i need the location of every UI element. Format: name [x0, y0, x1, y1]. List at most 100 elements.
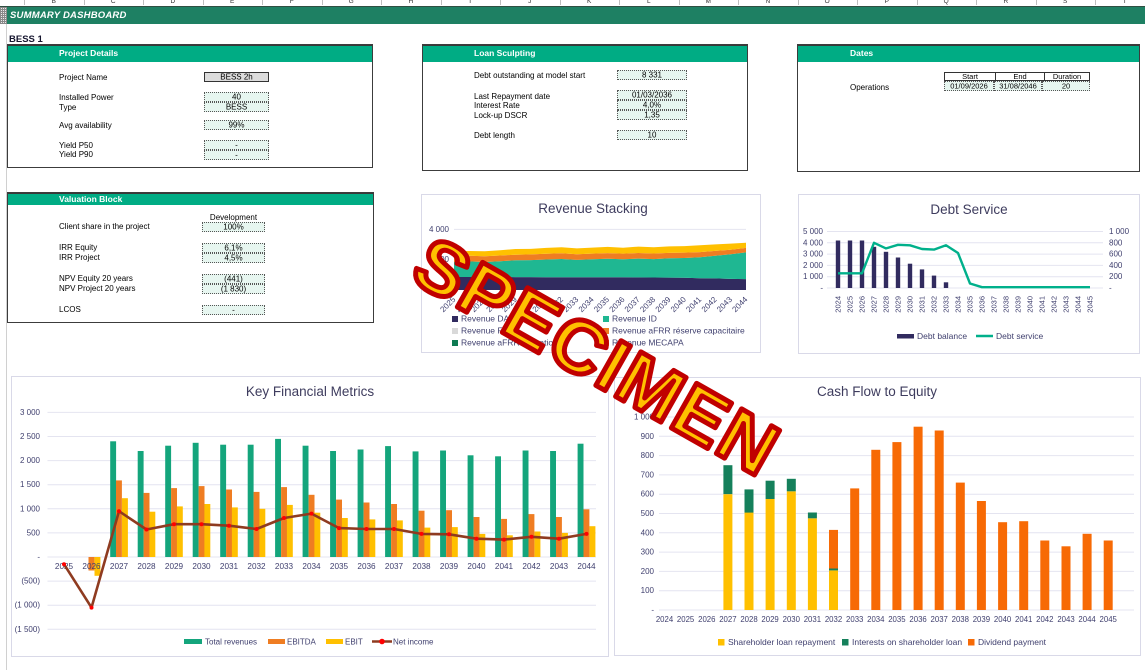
svg-text:Total revenues: Total revenues [205, 638, 257, 647]
svg-text:2037: 2037 [990, 296, 999, 313]
svg-text:2029: 2029 [761, 615, 778, 624]
svg-text:2026: 2026 [858, 296, 867, 313]
svg-text:2036: 2036 [357, 562, 376, 571]
svg-text:-: - [1109, 284, 1112, 293]
svg-text:500: 500 [641, 509, 655, 518]
svg-text:2033: 2033 [275, 562, 294, 571]
svg-text:4 000: 4 000 [803, 238, 824, 247]
svg-text:2033: 2033 [942, 296, 951, 313]
svg-text:200: 200 [1109, 272, 1123, 281]
svg-text:2039: 2039 [1014, 296, 1023, 313]
svg-text:2027: 2027 [719, 615, 736, 624]
svg-text:2040: 2040 [994, 615, 1012, 624]
svg-text:2026: 2026 [82, 562, 101, 571]
svg-text:200: 200 [641, 567, 655, 576]
svg-text:2038: 2038 [412, 562, 431, 571]
svg-text:2 500: 2 500 [20, 432, 41, 441]
svg-text:2032: 2032 [825, 615, 842, 624]
svg-text:2028: 2028 [740, 615, 757, 624]
svg-text:4 000: 4 000 [429, 225, 450, 234]
svg-text:2038: 2038 [952, 615, 969, 624]
svg-text:2044: 2044 [577, 562, 596, 571]
svg-text:Revenue aFRR activation: Revenue aFRR activation [461, 338, 558, 348]
svg-text:1 000: 1 000 [803, 272, 824, 281]
svg-text:Debt balance: Debt balance [917, 331, 967, 341]
svg-text:-: - [37, 553, 40, 562]
svg-text:2045: 2045 [1086, 296, 1095, 313]
svg-text:Revenue aFRR réserve capacitai: Revenue aFRR réserve capacitaire [612, 326, 745, 336]
svg-text:(500): (500) [21, 577, 40, 586]
svg-text:2031: 2031 [804, 615, 821, 624]
svg-text:2030: 2030 [906, 296, 915, 313]
svg-text:300: 300 [641, 548, 655, 557]
svg-text:2030: 2030 [783, 615, 801, 624]
svg-text:2031: 2031 [220, 562, 239, 571]
svg-text:700: 700 [641, 470, 655, 479]
svg-text:2042: 2042 [522, 562, 541, 571]
svg-text:2034: 2034 [867, 615, 885, 624]
svg-text:2025: 2025 [846, 296, 855, 313]
svg-text:3 000: 3 000 [20, 408, 41, 417]
svg-text:2024: 2024 [834, 296, 843, 313]
svg-text:Revenue ID: Revenue ID [612, 314, 657, 324]
svg-text:EBITDA: EBITDA [287, 638, 317, 647]
svg-text:900: 900 [641, 432, 655, 441]
svg-text:600: 600 [641, 490, 655, 499]
svg-text:1 000: 1 000 [634, 413, 655, 422]
svg-text:5 000: 5 000 [803, 227, 824, 236]
svg-text:Key Financial Metrics: Key Financial Metrics [246, 384, 375, 399]
svg-text:Shareholder loan repayment: Shareholder loan repayment [728, 637, 836, 647]
svg-text:Cash Flow to Equity: Cash Flow to Equity [817, 384, 937, 399]
svg-text:600: 600 [1109, 250, 1123, 259]
svg-text:2042: 2042 [1050, 296, 1059, 313]
svg-text:2040: 2040 [1026, 296, 1035, 313]
svg-text:2029: 2029 [165, 562, 184, 571]
svg-text:800: 800 [641, 451, 655, 460]
svg-text:(1 500): (1 500) [15, 625, 41, 634]
svg-text:2033: 2033 [846, 615, 863, 624]
svg-text:Debt service: Debt service [996, 331, 1044, 341]
svg-text:2040: 2040 [467, 562, 486, 571]
svg-text:1 500: 1 500 [20, 480, 41, 489]
svg-text:2 000: 2 000 [429, 255, 450, 264]
svg-text:2044: 2044 [1074, 296, 1083, 313]
svg-text:2042: 2042 [1036, 615, 1053, 624]
svg-text:Revenue MECAPA: Revenue MECAPA [612, 338, 684, 348]
svg-text:2045: 2045 [1100, 615, 1118, 624]
svg-text:400: 400 [1109, 261, 1123, 270]
svg-text:Interests on shareholder loan: Interests on shareholder loan [852, 637, 962, 647]
svg-text:1 000: 1 000 [20, 504, 41, 513]
svg-text:2043: 2043 [550, 562, 569, 571]
svg-text:2028: 2028 [137, 562, 156, 571]
svg-text:2 000: 2 000 [20, 456, 41, 465]
svg-text:2032: 2032 [930, 296, 939, 313]
svg-text:-: - [651, 606, 654, 615]
svg-text:2043: 2043 [1057, 615, 1074, 624]
svg-text:400: 400 [641, 528, 655, 537]
svg-text:Dividend payment: Dividend payment [978, 637, 1047, 647]
svg-text:2028: 2028 [882, 296, 891, 313]
svg-text:2029: 2029 [894, 296, 903, 313]
svg-text:2027: 2027 [110, 562, 129, 571]
svg-text:2037: 2037 [385, 562, 404, 571]
svg-text:2043: 2043 [1062, 296, 1071, 313]
svg-text:2037: 2037 [931, 615, 948, 624]
svg-text:Revenue FCR: Revenue FCR [461, 326, 515, 336]
svg-text:2039: 2039 [440, 562, 459, 571]
svg-text:2035: 2035 [330, 562, 349, 571]
svg-text:(1 000): (1 000) [15, 601, 41, 610]
svg-text:2035: 2035 [966, 296, 975, 313]
svg-text:2024: 2024 [656, 615, 674, 624]
svg-text:2035: 2035 [888, 615, 906, 624]
svg-text:2044: 2044 [1078, 615, 1096, 624]
svg-text:500: 500 [27, 528, 41, 537]
svg-text:-: - [820, 284, 823, 293]
svg-text:2032: 2032 [247, 562, 266, 571]
svg-text:2034: 2034 [302, 562, 321, 571]
svg-text:Net income: Net income [393, 638, 434, 647]
svg-text:Revenue DA: Revenue DA [461, 314, 510, 324]
svg-text:Debt Service: Debt Service [930, 202, 1007, 217]
svg-text:2034: 2034 [954, 296, 963, 313]
svg-text:2026: 2026 [698, 615, 715, 624]
svg-text:2041: 2041 [1038, 296, 1047, 313]
